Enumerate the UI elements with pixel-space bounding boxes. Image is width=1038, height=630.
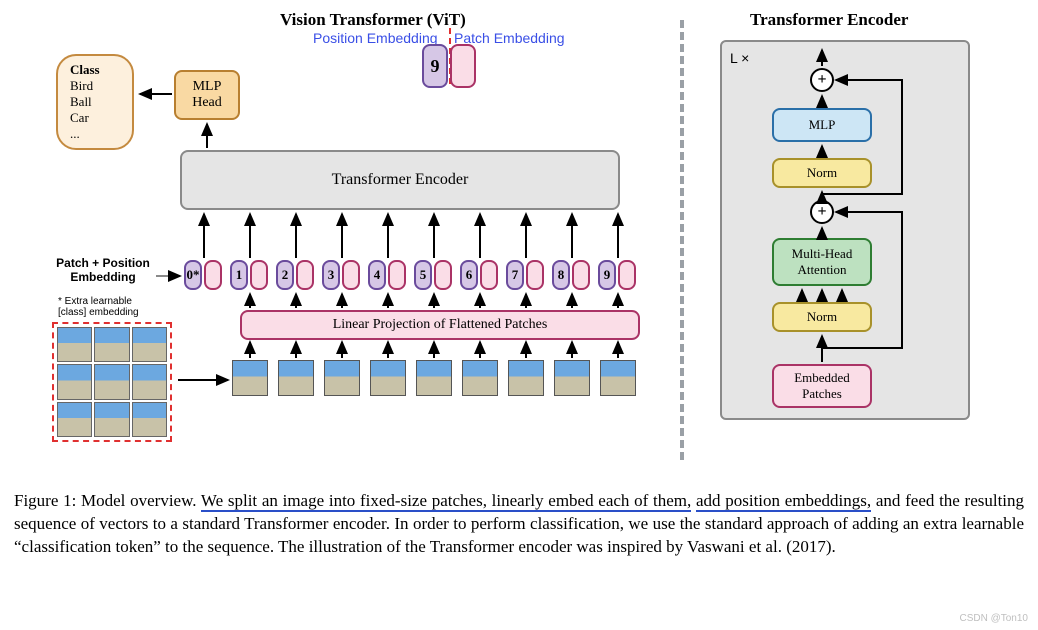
patch-thumb-8 bbox=[554, 360, 590, 396]
patch-token-1 bbox=[250, 260, 268, 290]
legend-patch-token bbox=[450, 44, 476, 88]
patch-token-9 bbox=[618, 260, 636, 290]
transformer-encoder-block: Transformer Encoder bbox=[180, 150, 620, 210]
linear-projection-block: Linear Projection of Flattened Patches bbox=[240, 310, 640, 340]
patch-thumb-1 bbox=[232, 360, 268, 396]
class-header: Class bbox=[70, 62, 120, 78]
class-item: Car bbox=[70, 110, 120, 126]
caption-underline-2: add position embeddings, bbox=[696, 491, 871, 512]
patch-token-6 bbox=[480, 260, 498, 290]
input-image-grid bbox=[52, 322, 172, 442]
encoder-panel: L × + MLP Norm + Multi-Head Attention No… bbox=[720, 40, 970, 420]
vit-title: Vision Transformer (ViT) bbox=[280, 10, 466, 30]
pos-token-4: 4 bbox=[368, 260, 386, 290]
pos-token-3: 3 bbox=[322, 260, 340, 290]
encoder-arrows bbox=[722, 42, 972, 422]
class-item: Ball bbox=[70, 94, 120, 110]
pos-token-7: 7 bbox=[506, 260, 524, 290]
patch-thumb-4 bbox=[370, 360, 406, 396]
patch-token-7 bbox=[526, 260, 544, 290]
caption-underline-1: We split an image into fixed-size patche… bbox=[201, 491, 691, 512]
class-item: ... bbox=[70, 126, 120, 142]
caption-prefix: Figure 1: Model overview. bbox=[14, 491, 197, 510]
patch-thumb-6 bbox=[462, 360, 498, 396]
patch-token-8 bbox=[572, 260, 590, 290]
pos-emb-label: Position Embedding bbox=[313, 30, 438, 46]
pos-token-6: 6 bbox=[460, 260, 478, 290]
encoder-title: Transformer Encoder bbox=[750, 10, 908, 30]
class-item: Bird bbox=[70, 78, 120, 94]
figure-caption: Figure 1: Model overview. We split an im… bbox=[14, 490, 1024, 559]
mlp-head-block: MLP Head bbox=[174, 70, 240, 120]
patch-token-2 bbox=[296, 260, 314, 290]
patch-token-3 bbox=[342, 260, 360, 290]
class-output-box: Class Bird Ball Car ... bbox=[56, 54, 134, 150]
pos-token-5: 5 bbox=[414, 260, 432, 290]
pos-token-8: 8 bbox=[552, 260, 570, 290]
patch-token-0 bbox=[204, 260, 222, 290]
patch-token-5 bbox=[434, 260, 452, 290]
pos-token-0: 0* bbox=[184, 260, 202, 290]
pos-token-2: 2 bbox=[276, 260, 294, 290]
patch-thumb-2 bbox=[278, 360, 314, 396]
patch-thumb-5 bbox=[416, 360, 452, 396]
legend-pos-token: 9 bbox=[422, 44, 448, 88]
pos-token-9: 9 bbox=[598, 260, 616, 290]
patch-token-4 bbox=[388, 260, 406, 290]
patch-thumb-3 bbox=[324, 360, 360, 396]
extra-class-label: * Extra learnable [class] embedding bbox=[58, 296, 139, 318]
patch-thumb-9 bbox=[600, 360, 636, 396]
pos-token-1: 1 bbox=[230, 260, 248, 290]
patch-pos-label: Patch + Position Embedding bbox=[48, 256, 158, 284]
panel-divider bbox=[680, 20, 684, 460]
diagram-canvas: Vision Transformer (ViT) Transformer Enc… bbox=[0, 0, 1038, 630]
watermark: CSDN @Ton10 bbox=[959, 613, 1028, 624]
patch-thumb-7 bbox=[508, 360, 544, 396]
